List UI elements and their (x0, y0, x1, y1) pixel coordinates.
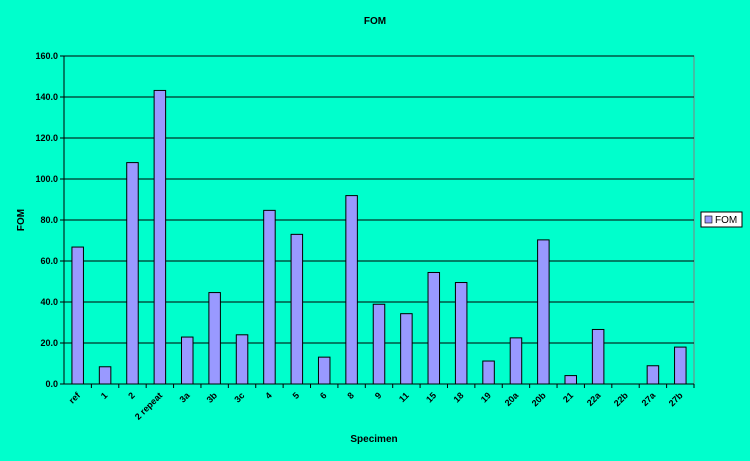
bar (537, 239, 550, 385)
y-tick-label: 160.0 (35, 51, 58, 61)
y-tick-label: 140.0 (35, 92, 58, 102)
bar (98, 366, 112, 385)
y-tick-label: 80.0 (40, 215, 58, 225)
bar (427, 271, 441, 385)
legend: FOM (700, 211, 743, 228)
y-tick-label: 40.0 (40, 297, 58, 307)
legend-label: FOM (715, 215, 737, 226)
x-tick-label: 3c (232, 390, 246, 404)
x-tick-label: 8 (345, 390, 356, 401)
x-tick-label: 9 (373, 390, 384, 401)
bar (235, 334, 249, 385)
bar (400, 313, 413, 385)
y-tick-label: 20.0 (40, 338, 58, 348)
x-tick-label: 11 (397, 390, 411, 404)
chart-title: FOM (364, 16, 386, 27)
bar (71, 246, 84, 385)
bar (345, 195, 358, 385)
x-tick-label: 3b (205, 390, 220, 405)
x-tick-label: 19 (479, 390, 493, 404)
x-tick-label: 6 (318, 390, 329, 401)
x-tick-label: 20b (530, 390, 548, 408)
y-axis-title: FOM (16, 209, 27, 231)
x-tick-label: 5 (291, 390, 302, 401)
x-tick-label: 4 (263, 390, 274, 401)
bar (290, 233, 304, 385)
plot-area: 0.0 20.0 40.0 60.0 80.0 100.0 120.0 140.0 160.0 r… (35, 51, 695, 422)
bar (153, 89, 167, 385)
x-tick-label: 21 (561, 390, 575, 404)
bar (454, 282, 468, 385)
bar (263, 209, 276, 385)
x-tick-label: 2 repeat (133, 390, 164, 421)
bar (317, 356, 331, 385)
x-tick-label: 1 (99, 390, 110, 401)
bar (674, 346, 687, 385)
x-tick-label: 22a (585, 390, 603, 408)
bar (208, 292, 221, 385)
y-tick-label: 60.0 (40, 256, 58, 266)
bar (591, 328, 605, 385)
x-tick-label: 18 (451, 390, 465, 404)
y-tick-label: 100.0 (35, 174, 58, 184)
x-tick-label: 3a (178, 390, 193, 405)
bar (564, 375, 577, 385)
x-tick-label: 27b (667, 390, 685, 408)
y-tick-label: 0.0 (45, 379, 58, 389)
bar (646, 365, 660, 385)
bar (482, 360, 495, 385)
bar (509, 337, 523, 385)
x-tick-label: 2 (126, 390, 137, 401)
x-tick-label: 15 (424, 390, 438, 404)
x-tick-label: 22b (612, 390, 630, 408)
x-tick-label: 27a (640, 390, 658, 408)
x-tick-label: 20a (503, 390, 521, 408)
legend-swatch (704, 215, 713, 224)
x-tick-label: ref (67, 390, 83, 406)
x-axis-title: Specimen (350, 434, 397, 445)
bar (372, 303, 386, 385)
bar (181, 336, 194, 385)
y-tick-label: 120.0 (35, 133, 58, 143)
bar (126, 162, 139, 385)
